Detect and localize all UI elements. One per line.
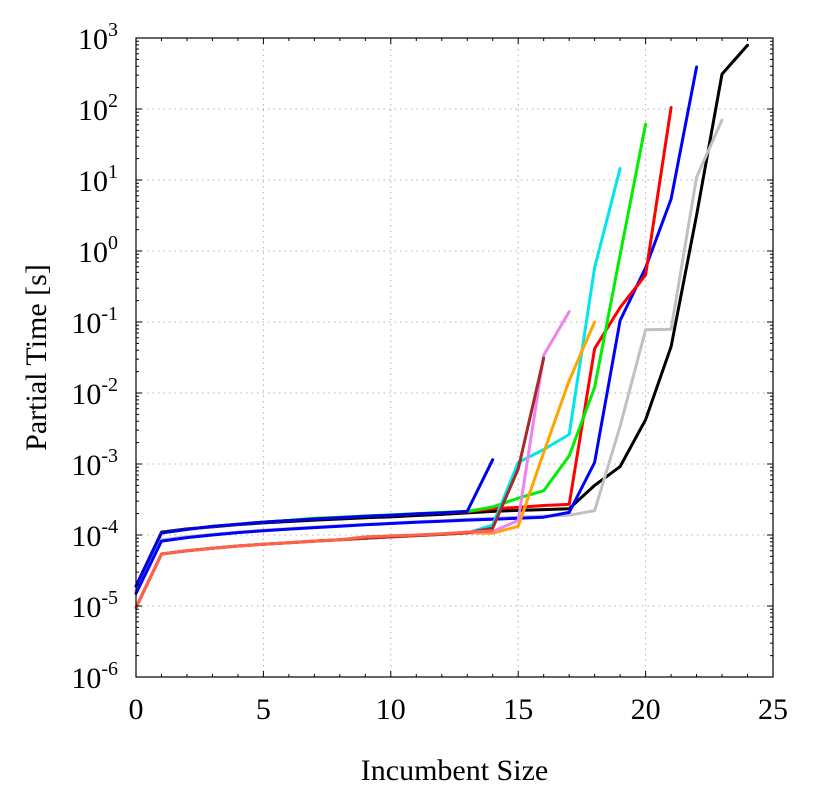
y-tick-exponent: 2 [108, 90, 118, 112]
x-tick-label: 20 [631, 693, 661, 726]
y-tick-label: 101 [78, 161, 118, 198]
series-line-11 [134, 529, 495, 610]
y-tick-exponent: -6 [101, 658, 118, 680]
series-line-10 [134, 458, 495, 588]
x-tick-label: 25 [758, 693, 788, 726]
y-tick-base: 10 [71, 520, 101, 553]
y-tick-exponent: -4 [101, 516, 118, 538]
y-tick-label: 103 [78, 19, 118, 56]
y-tick-exponent: -2 [101, 374, 118, 396]
x-tick-label: 0 [129, 693, 144, 726]
y-tick-label: 100 [78, 232, 118, 269]
y-tick-label: 10-6 [71, 658, 118, 695]
y-tick-exponent: 0 [108, 232, 118, 254]
y-axis-title: Partial Time [s] [20, 264, 53, 451]
y-tick-exponent: -3 [101, 445, 118, 467]
y-tick-base: 10 [71, 591, 101, 624]
y-tick-base: 10 [78, 165, 108, 198]
axis-ticks [135, 37, 774, 678]
y-tick-label: 10-4 [71, 516, 118, 553]
y-tick-exponent: -5 [101, 587, 118, 609]
y-tick-base: 10 [78, 94, 108, 127]
y-tick-exponent: 1 [108, 161, 118, 183]
y-tick-base: 10 [78, 236, 108, 269]
y-tick-base: 10 [71, 307, 101, 340]
y-tick-base: 10 [71, 449, 101, 482]
plot-frame [135, 37, 774, 678]
y-tick-base: 10 [71, 662, 101, 695]
x-tick-label: 5 [256, 693, 271, 726]
y-tick-exponent: -1 [101, 303, 118, 325]
x-tick-label: 10 [376, 693, 406, 726]
x-axis-title: Incumbent Size [361, 754, 548, 787]
grid [136, 38, 773, 677]
series-line-8 [134, 310, 571, 610]
y-tick-label: 10-2 [71, 374, 118, 411]
y-tick-label: 102 [78, 90, 118, 127]
y-tick-base: 10 [71, 378, 101, 411]
x-tick-label: 15 [503, 693, 533, 726]
y-tick-label: 10-5 [71, 587, 118, 624]
y-tick-label: 10-1 [71, 303, 118, 340]
y-tick-label: 10-3 [71, 445, 118, 482]
y-tick-base: 10 [78, 23, 108, 56]
series-lines [134, 43, 749, 610]
x-tick-labels: 0 5 10 15 20 25 [129, 693, 789, 726]
series-line-3 [134, 65, 699, 595]
series-line-1 [134, 43, 749, 588]
series-line-6 [134, 167, 622, 610]
y-tick-exponent: 3 [108, 19, 118, 41]
